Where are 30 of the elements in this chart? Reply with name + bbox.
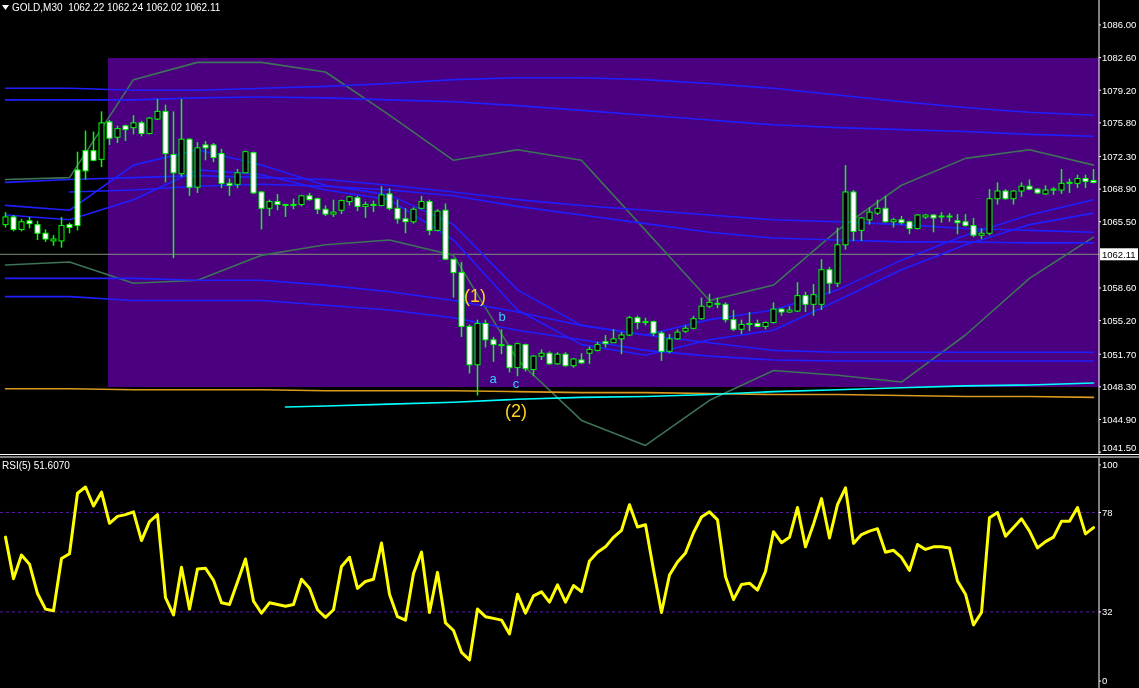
annotation: (1) <box>464 286 486 307</box>
y-tick-label: 78 <box>1102 506 1113 518</box>
ref-line-label: 1062.11 <box>1102 248 1136 260</box>
y-tick-label: 100 <box>1102 459 1118 471</box>
annotation: (2) <box>505 401 527 422</box>
y-tick-label: 1065.50 <box>1102 216 1137 228</box>
chart-title: RSI(5) 51.6070 <box>2 460 71 471</box>
line-series <box>4 485 1095 662</box>
annotation: b <box>498 308 506 324</box>
annotation: c <box>512 375 520 391</box>
y-tick-label: 0 <box>1102 675 1108 687</box>
y-tick-label: 1075.80 <box>1102 117 1137 129</box>
y-tick-label: 1055.20 <box>1102 314 1137 326</box>
chart-title: GOLD,M30 1062.22 1062.24 1062.02 1062.11 <box>12 2 221 13</box>
y-tick-label: 1068.90 <box>1102 183 1137 195</box>
annotation: a <box>489 370 498 386</box>
y-tick-label: 32 <box>1102 606 1113 618</box>
line-series <box>4 236 1095 447</box>
line-series <box>4 387 1095 399</box>
y-tick-label: 1058.60 <box>1102 282 1137 294</box>
y-tick-label: 1082.60 <box>1102 51 1137 63</box>
y-tick-label: 1048.30 <box>1102 381 1137 393</box>
y-tick-label: 1086.00 <box>1102 19 1137 31</box>
line-series <box>4 76 1095 116</box>
y-tick-label: 1072.30 <box>1102 150 1137 162</box>
y-tick-label: 1051.70 <box>1102 348 1137 360</box>
y-tick-label: 1044.90 <box>1102 413 1137 425</box>
y-tick-label: 1079.20 <box>1102 84 1137 96</box>
y-tick-label: 1041.50 <box>1102 442 1137 454</box>
line-series <box>4 96 1095 138</box>
